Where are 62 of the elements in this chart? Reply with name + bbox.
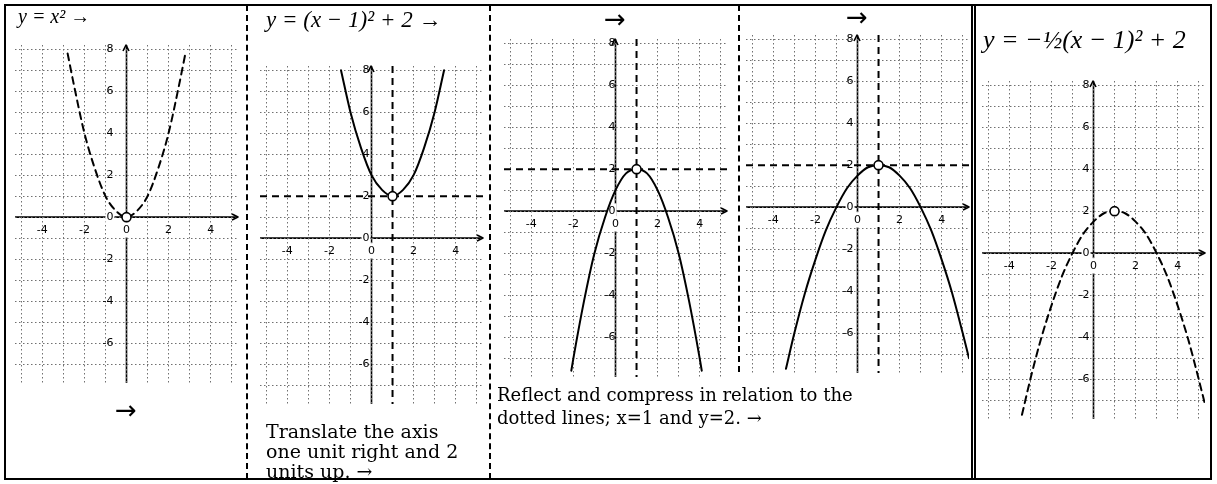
x-tick-label: -2 [78,222,90,236]
x-tick-label: 2 [164,222,172,236]
x-tick-label: -4 [1003,258,1015,272]
y-tick-label: 0 [846,199,854,213]
y-tick-label: 4 [846,115,854,129]
x-tick-label: -2 [323,243,335,257]
x-tick-label: -4 [767,212,779,226]
y-tick-label: -4 [102,293,114,307]
text: Translate the axis one unit right and 2 units up. → [266,420,460,482]
chart-title: y = −½(x − 1)² + 2 [983,24,1186,56]
y-tick-label: 0 [608,203,616,217]
x-tick-label: 2 [409,243,417,257]
y-tick-label: -2 [358,272,370,286]
y-tick-label: -6 [358,356,370,370]
chart-title: y = x² → [18,4,91,28]
text: → [603,4,627,34]
x-tick-label: 4 [206,222,214,236]
x-tick-label: 4 [451,243,459,257]
text: Reflect and compress in relation to the dotted lines; x=1 and y=2. → [497,383,854,429]
text: → [845,2,869,32]
y-tick-label: 2 [1082,203,1090,217]
y-tick-label: 8 [362,62,370,76]
x-tick-label: -2 [1045,258,1057,272]
y-tick-label: 4 [1082,161,1090,175]
y-tick-label: 6 [608,77,616,91]
y-tick-label: 6 [106,83,114,97]
y-tick-label: -6 [1078,371,1090,385]
y-tick-label: -6 [102,335,114,349]
x-tick-label: 4 [695,216,703,230]
y-tick-label: 6 [362,104,370,118]
x-tick-label: 2 [653,216,661,230]
y-tick-label: 4 [608,119,616,133]
y-tick-label: 6 [1082,119,1090,133]
y-tick-label: 6 [846,73,854,87]
y-tick-label: -2 [1078,287,1090,301]
y-tick-label: 8 [608,35,616,49]
y-tick-label: 4 [106,125,114,139]
y-tick-label: -4 [358,314,370,328]
chart-title: y = (x − 1)² + 2 → [266,6,442,34]
x-tick-label: 2 [1131,258,1139,272]
y-tick-label: 2 [106,167,114,181]
y-tick-label: 2 [608,161,616,175]
x-tick-label: -2 [567,216,579,230]
y-tick-label: -4 [604,287,616,301]
x-tick-label: 4 [1173,258,1181,272]
x-tick-label: 4 [937,212,945,226]
y-tick-label: 8 [1082,77,1090,91]
y-tick-label: 8 [846,31,854,45]
x-tick-label: 2 [895,212,903,226]
y-tick-label: -6 [604,329,616,343]
x-tick-label: -4 [525,216,537,230]
y-tick-label: 2 [846,157,854,171]
y-tick-label: 8 [106,41,114,55]
x-tick-label: -2 [809,212,821,226]
x-tick-label: 0 [122,222,130,236]
x-tick-label: -4 [36,222,48,236]
x-tick-label: -4 [281,243,293,257]
text: → [114,395,138,425]
y-tick-label: 2 [362,188,370,202]
y-tick-label: -4 [1078,329,1090,343]
y-tick-label: -4 [842,283,854,297]
y-tick-label: -6 [842,325,854,339]
